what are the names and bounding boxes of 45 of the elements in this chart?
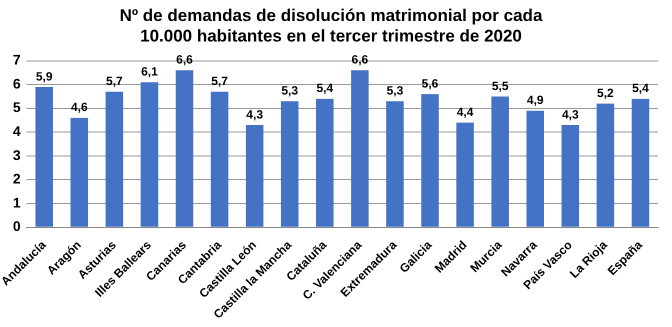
- bar: [70, 118, 88, 227]
- bar: [140, 82, 158, 227]
- data-label: 5,2: [597, 86, 614, 100]
- bar: [35, 86, 53, 227]
- y-tick-label: 1: [12, 194, 21, 210]
- data-label: 4,3: [562, 107, 579, 122]
- data-label: 6,1: [141, 64, 158, 79]
- bar: [351, 70, 369, 227]
- y-tick-label: 2: [12, 170, 21, 187]
- bar: [316, 98, 334, 227]
- data-label: 5,4: [316, 81, 334, 96]
- data-label: 5,9: [36, 69, 53, 84]
- data-label: 4,4: [456, 104, 474, 119]
- bar: [280, 101, 298, 227]
- bar: [106, 92, 124, 227]
- bar: [210, 92, 228, 227]
- data-label: 4,6: [70, 100, 88, 114]
- y-tick-label: 3: [12, 146, 21, 163]
- y-tick-label: 0: [12, 218, 21, 234]
- y-tick-label: 4: [12, 122, 21, 139]
- bar: [526, 110, 544, 227]
- bar: [491, 96, 509, 227]
- data-label: 4,3: [246, 107, 264, 122]
- data-label: 5,6: [422, 76, 439, 90]
- bar: [596, 104, 614, 227]
- data-label: 5,3: [281, 84, 298, 98]
- bar: [632, 98, 650, 227]
- data-label: 4,9: [526, 93, 544, 108]
- bar: [456, 122, 474, 227]
- y-tick-label: 7: [12, 52, 21, 68]
- bar: [176, 70, 194, 227]
- bar: [386, 101, 404, 227]
- data-label: 5,5: [492, 78, 509, 93]
- bar: [421, 94, 439, 227]
- y-tick-label: 6: [12, 75, 21, 92]
- data-label: 5,7: [106, 74, 124, 88]
- data-label: 5,3: [386, 84, 404, 98]
- y-tick-label: 5: [12, 99, 21, 116]
- data-label: 6,6: [176, 52, 194, 67]
- bar: [246, 125, 264, 227]
- data-label: 5,4: [632, 81, 650, 96]
- data-label: 5,7: [211, 74, 228, 88]
- chart-title: Nº de demandas de disolución matrimonial por cada 10.000 habitantes en el tercer trimestre de 2020: [120, 6, 543, 46]
- bar: [562, 125, 580, 227]
- data-label: 6,6: [352, 52, 369, 67]
